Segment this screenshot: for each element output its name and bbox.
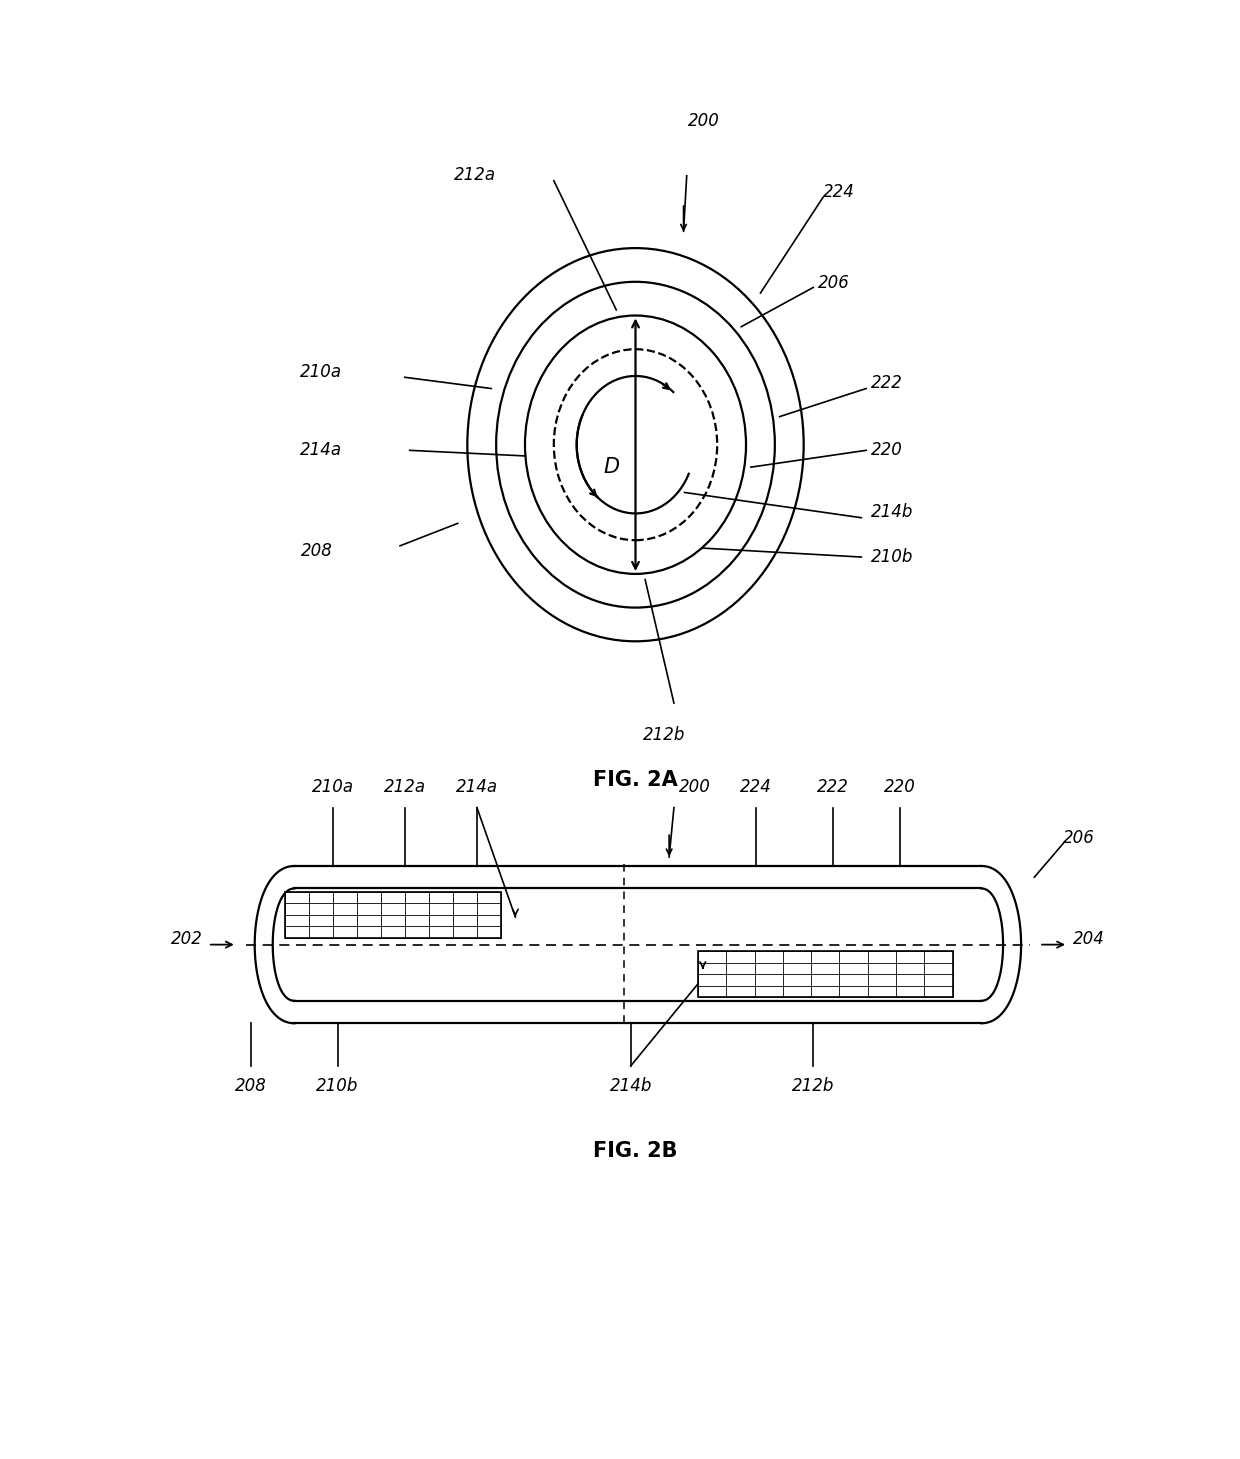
Text: 210b: 210b bbox=[316, 1077, 358, 1096]
Text: D: D bbox=[604, 457, 620, 477]
Text: 214a: 214a bbox=[456, 778, 498, 797]
Text: 214a: 214a bbox=[300, 441, 342, 460]
Text: 212a: 212a bbox=[384, 778, 425, 797]
Text: FIG. 2B: FIG. 2B bbox=[593, 1141, 678, 1161]
Bar bbox=[285, 891, 501, 938]
Text: 206: 206 bbox=[1063, 829, 1095, 846]
Text: 210a: 210a bbox=[300, 363, 342, 381]
Text: 208: 208 bbox=[301, 543, 332, 560]
Text: 224: 224 bbox=[823, 182, 854, 201]
Text: 222: 222 bbox=[817, 778, 848, 797]
Text: 224: 224 bbox=[740, 778, 771, 797]
Text: 200: 200 bbox=[688, 112, 720, 130]
Bar bbox=[698, 951, 952, 998]
Text: 208: 208 bbox=[236, 1077, 267, 1096]
Text: 210a: 210a bbox=[311, 778, 353, 797]
Text: 202: 202 bbox=[171, 929, 203, 948]
Text: 214b: 214b bbox=[610, 1077, 652, 1096]
Text: 212a: 212a bbox=[454, 166, 496, 184]
Text: FIG. 2A: FIG. 2A bbox=[593, 770, 678, 791]
Text: 212b: 212b bbox=[644, 725, 686, 744]
Text: 206: 206 bbox=[818, 274, 849, 292]
Text: 204: 204 bbox=[1073, 929, 1105, 948]
Text: 200: 200 bbox=[678, 778, 711, 797]
Text: 220: 220 bbox=[884, 778, 915, 797]
Text: 222: 222 bbox=[870, 374, 903, 392]
Text: 220: 220 bbox=[870, 441, 903, 460]
Text: 212b: 212b bbox=[792, 1077, 835, 1096]
Text: 214b: 214b bbox=[870, 503, 914, 521]
Text: 210b: 210b bbox=[870, 549, 914, 566]
